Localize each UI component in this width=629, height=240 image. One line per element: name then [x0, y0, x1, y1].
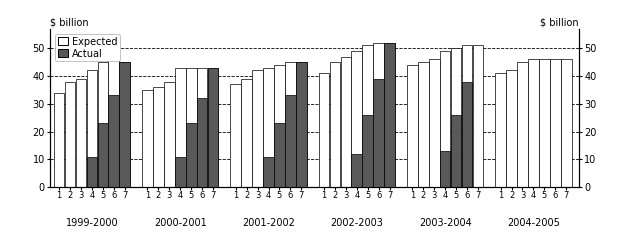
- Bar: [296, 62, 307, 187]
- Bar: [252, 71, 263, 187]
- Bar: [153, 87, 164, 187]
- Bar: [97, 62, 108, 187]
- Bar: [97, 123, 108, 187]
- Bar: [120, 62, 130, 187]
- Bar: [108, 59, 119, 187]
- Bar: [517, 62, 528, 187]
- Bar: [208, 68, 218, 187]
- Bar: [362, 45, 373, 187]
- Text: 1999-2000: 1999-2000: [65, 218, 118, 228]
- Bar: [186, 123, 196, 187]
- Bar: [296, 62, 307, 187]
- Bar: [274, 65, 285, 187]
- Text: 2003-2004: 2003-2004: [419, 218, 472, 228]
- Bar: [561, 59, 572, 187]
- Text: 2002-2003: 2002-2003: [330, 218, 383, 228]
- Bar: [330, 62, 340, 187]
- Text: 2001-2002: 2001-2002: [242, 218, 295, 228]
- Bar: [495, 73, 506, 187]
- Bar: [451, 48, 462, 187]
- Text: 2004-2005: 2004-2005: [507, 218, 560, 228]
- Bar: [142, 90, 153, 187]
- Bar: [164, 82, 175, 187]
- Text: $ billion: $ billion: [50, 17, 89, 27]
- Bar: [384, 43, 395, 187]
- Bar: [440, 51, 450, 187]
- Bar: [175, 68, 186, 187]
- Bar: [462, 82, 472, 187]
- Bar: [528, 59, 539, 187]
- Bar: [418, 62, 428, 187]
- Text: $ billion: $ billion: [540, 17, 579, 27]
- Bar: [263, 68, 274, 187]
- Bar: [384, 43, 395, 187]
- Bar: [352, 154, 362, 187]
- Bar: [65, 82, 75, 187]
- Bar: [362, 115, 373, 187]
- Bar: [374, 79, 384, 187]
- Bar: [340, 57, 351, 187]
- Bar: [374, 43, 384, 187]
- Bar: [472, 45, 483, 187]
- Bar: [53, 93, 64, 187]
- Bar: [274, 123, 285, 187]
- Bar: [539, 59, 550, 187]
- Bar: [462, 45, 472, 187]
- Bar: [87, 157, 97, 187]
- Bar: [550, 59, 560, 187]
- Bar: [285, 62, 296, 187]
- Bar: [407, 65, 418, 187]
- Bar: [319, 73, 330, 187]
- Bar: [242, 79, 252, 187]
- Bar: [197, 98, 208, 187]
- Bar: [451, 115, 462, 187]
- Bar: [506, 71, 517, 187]
- Bar: [186, 68, 196, 187]
- Legend: Expected, Actual: Expected, Actual: [55, 34, 120, 61]
- Bar: [120, 62, 130, 187]
- Bar: [87, 71, 97, 187]
- Bar: [230, 84, 241, 187]
- Bar: [108, 96, 119, 187]
- Text: 2000-2001: 2000-2001: [154, 218, 206, 228]
- Bar: [197, 68, 208, 187]
- Bar: [352, 51, 362, 187]
- Bar: [440, 151, 450, 187]
- Bar: [208, 68, 218, 187]
- Bar: [175, 157, 186, 187]
- Bar: [429, 59, 440, 187]
- Bar: [75, 79, 86, 187]
- Bar: [285, 96, 296, 187]
- Bar: [263, 157, 274, 187]
